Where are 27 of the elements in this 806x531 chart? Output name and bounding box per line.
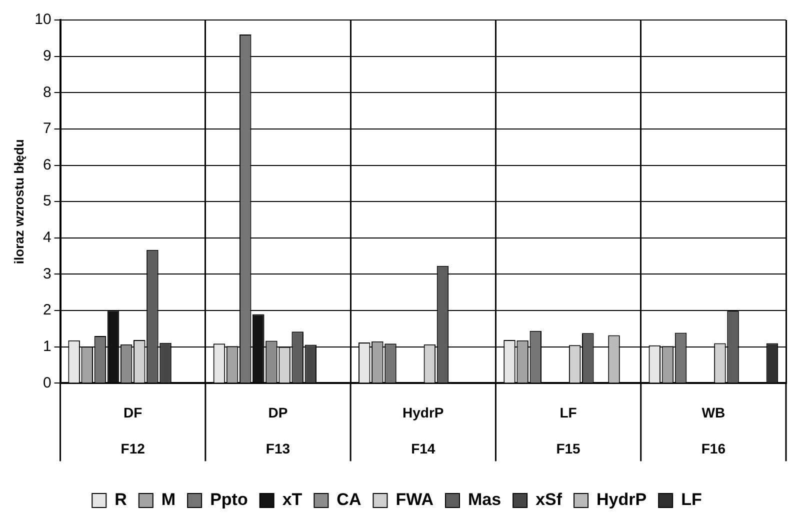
legend-label: FWA — [396, 490, 434, 510]
y-tick-label: 6 — [42, 156, 52, 174]
legend-label: xSf — [536, 490, 562, 510]
y-tick-label: 9 — [42, 47, 52, 64]
legend-label: R — [114, 490, 127, 510]
legend-label: LF — [681, 490, 702, 510]
category-label: WB F16 — [701, 404, 726, 457]
y-tick-label: 0 — [42, 374, 52, 392]
y-tick-label: 3 — [42, 265, 52, 282]
category-label: LF F15 — [556, 404, 580, 457]
legend-label: xT — [282, 490, 303, 510]
legend-label: Ppto — [210, 490, 248, 510]
y-tick-label: 4 — [42, 229, 52, 246]
y-tick-label: 10 — [34, 11, 52, 28]
legend-label: CA — [336, 490, 362, 510]
legend-label: HydrP — [596, 490, 647, 510]
legend-label: Mas — [468, 490, 502, 510]
category-label: DP F13 — [266, 404, 290, 457]
y-axis-title: iloraz wzrostu błędu — [11, 139, 26, 264]
legend-label: M — [161, 490, 176, 510]
y-tick-label: 5 — [42, 192, 52, 210]
y-tick-label: 2 — [42, 302, 52, 319]
category-label: HydrP F14 — [402, 404, 444, 457]
y-tick-label: 1 — [42, 338, 52, 356]
y-tick-label: 8 — [42, 84, 52, 101]
y-tick-label: 7 — [42, 120, 52, 138]
category-label: DF F12 — [120, 404, 145, 457]
